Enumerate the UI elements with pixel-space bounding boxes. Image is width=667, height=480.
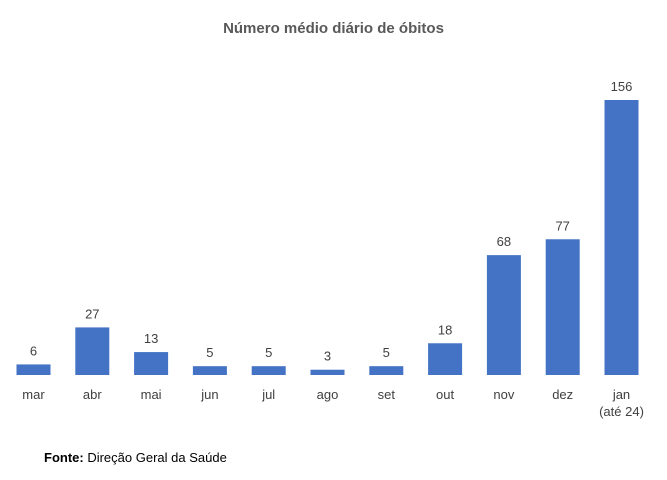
data-label: 6: [30, 343, 37, 358]
data-label: 5: [206, 345, 213, 360]
data-label: 5: [265, 345, 272, 360]
x-tick-label: ago: [317, 387, 339, 402]
x-tick-label: nov: [493, 387, 514, 402]
source-label: Fonte:: [44, 450, 84, 465]
bar-chart: 6 mar 27 abr 13 mai 5 jun 5 jul 3 ago 5 set 18 out 68 nov…: [16, 79, 644, 419]
source-note: Fonte: Direção Geral da Saúde: [44, 450, 227, 465]
data-label: 77: [555, 218, 569, 233]
x-tick-label: jul: [261, 387, 275, 402]
source-text: Direção Geral da Saúde: [83, 450, 227, 465]
data-label: 3: [324, 349, 331, 364]
x-tick-label: set: [378, 387, 396, 402]
bar: [310, 369, 345, 375]
bar: [428, 343, 463, 375]
x-tick-label: out: [436, 387, 454, 402]
data-label: 18: [438, 322, 452, 337]
data-label: 68: [497, 234, 511, 249]
bar: [192, 366, 227, 375]
chart-title: Número médio diário de óbitos: [223, 20, 444, 37]
bar: [545, 239, 580, 375]
data-label: 27: [85, 306, 99, 321]
bar: [251, 366, 286, 375]
bar: [369, 366, 404, 375]
bar: [486, 255, 521, 375]
data-label: 13: [144, 331, 158, 346]
bar: [604, 100, 639, 375]
x-tick-label: abr: [83, 387, 102, 402]
x-tick-label: mai: [141, 387, 162, 402]
x-tick-label: jun: [200, 387, 218, 402]
bar: [16, 364, 51, 375]
bar: [75, 327, 110, 375]
data-label: 5: [383, 345, 390, 360]
data-label: 156: [611, 79, 633, 94]
x-tick-label: (até 24): [599, 404, 644, 419]
x-tick-label: dez: [552, 387, 573, 402]
x-tick-label: jan: [612, 387, 630, 402]
bar: [134, 352, 169, 375]
x-tick-label: mar: [22, 387, 45, 402]
